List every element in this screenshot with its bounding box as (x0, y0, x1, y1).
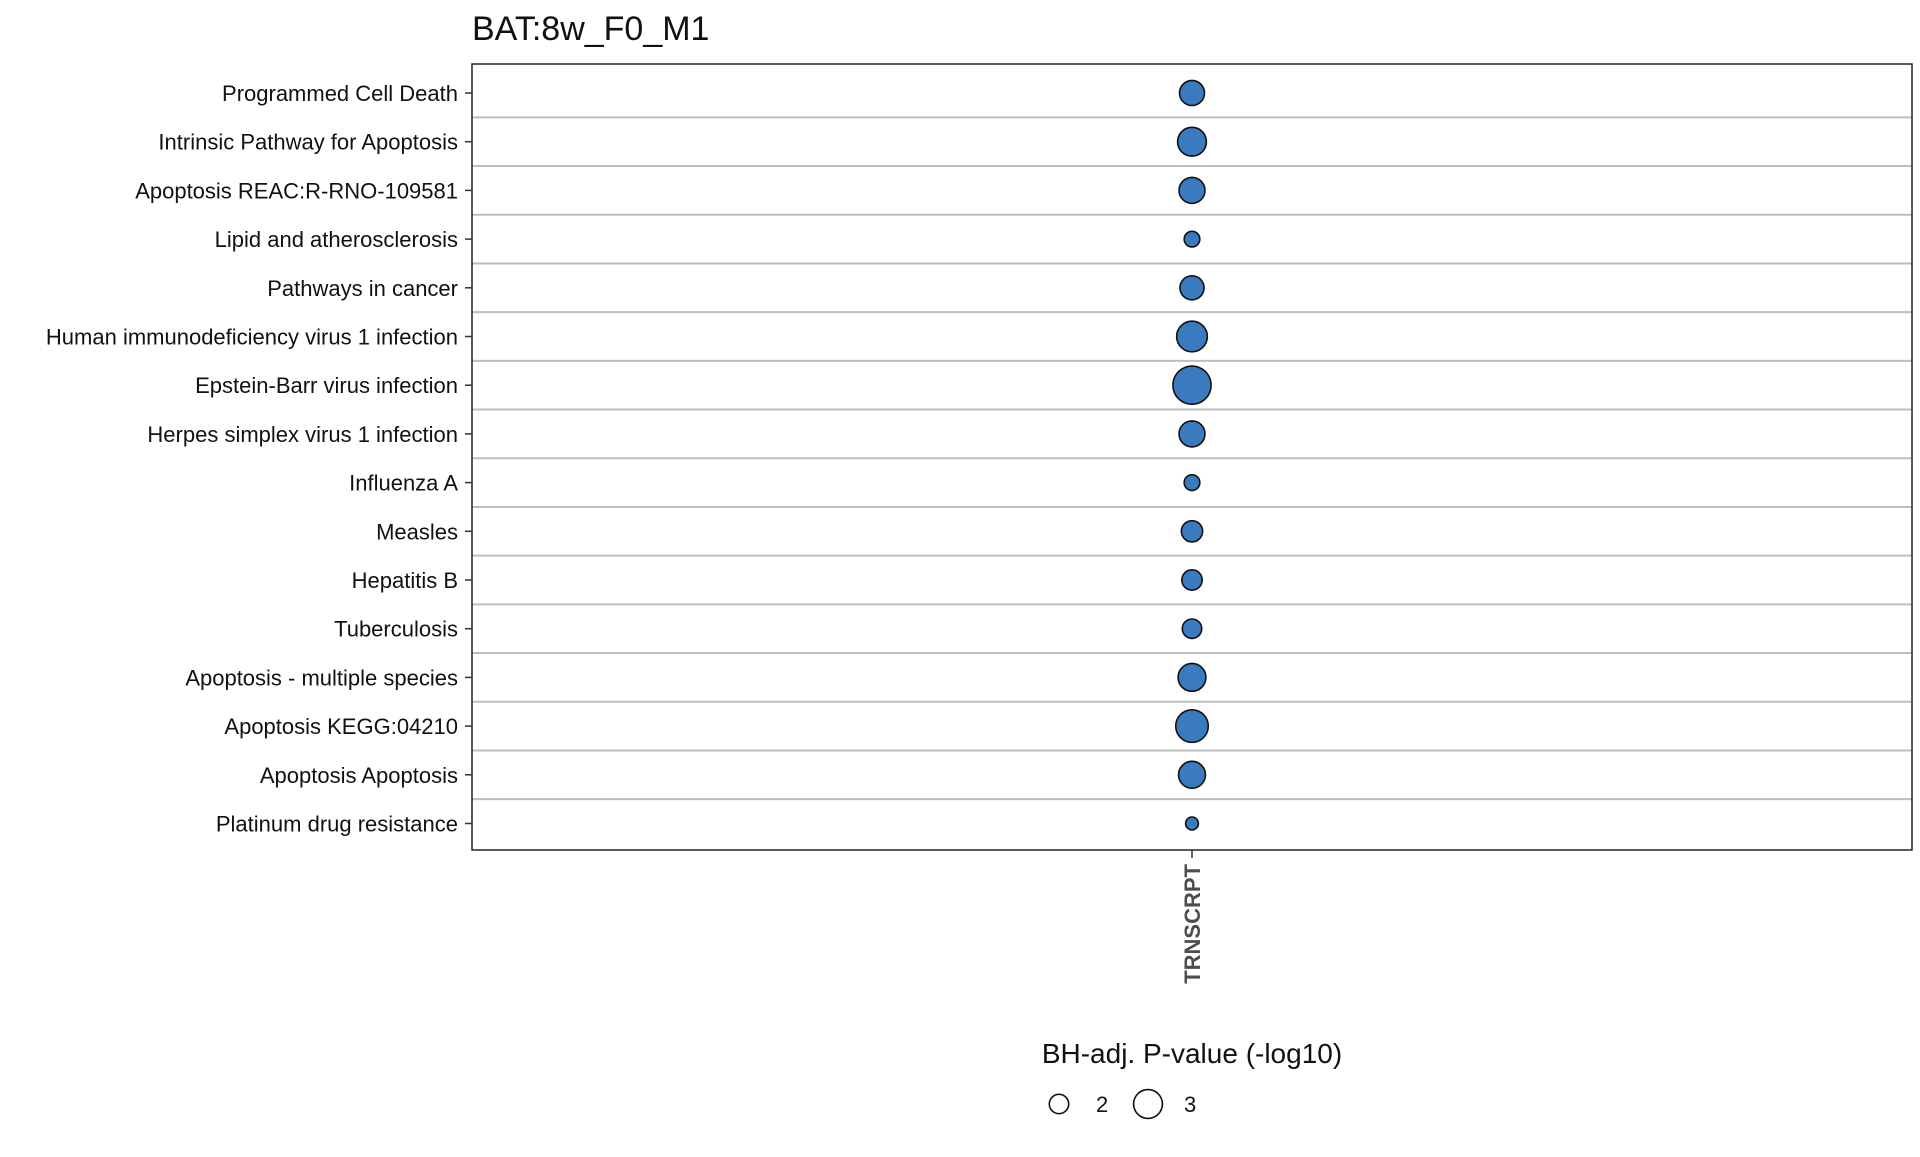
data-point (1180, 519, 1204, 543)
size-legend: BH-adj. P-value (-log10) 2 3 (1042, 1038, 1342, 1120)
legend-key-circle (1048, 1093, 1070, 1115)
data-point (1172, 365, 1212, 406)
y-tick-label: Programmed Cell Death (222, 81, 458, 106)
data-point (1183, 230, 1201, 248)
grid-lines (472, 116, 1912, 801)
data-point (1181, 569, 1203, 591)
y-tick-label: Human immunodeficiency virus 1 infection (46, 325, 458, 350)
data-point (1178, 420, 1206, 448)
data-point (1184, 816, 1200, 831)
y-tick-label: Apoptosis Apoptosis (260, 763, 458, 788)
chart-title: BAT:8w_F0_M1 (472, 10, 709, 48)
data-point (1175, 320, 1209, 353)
y-tick-label: Hepatitis B (352, 568, 458, 593)
y-tick-label: Intrinsic Pathway for Apoptosis (158, 130, 458, 155)
y-tick-label: Herpes simplex virus 1 infection (147, 422, 458, 447)
legend-title: BH-adj. P-value (-log10) (1042, 1038, 1342, 1069)
y-tick-label: Apoptosis - multiple species (185, 665, 458, 690)
data-point (1177, 662, 1207, 693)
y-tick-label: Measles (376, 519, 458, 544)
x-tick-label: TRNSCRPT (1180, 863, 1205, 983)
legend-key-circle (1132, 1088, 1164, 1120)
data-point (1178, 176, 1206, 205)
data-point (1176, 126, 1208, 157)
data-point (1174, 709, 1210, 744)
legend-key-label: 3 (1184, 1092, 1196, 1117)
data-point (1177, 760, 1207, 790)
data-points (1172, 79, 1212, 831)
y-tick-label: Pathways in cancer (267, 276, 458, 301)
y-tick-label: Platinum drug resistance (216, 812, 458, 837)
y-tick-label: Apoptosis KEGG:04210 (224, 714, 458, 739)
data-point (1178, 79, 1206, 107)
y-tick-label: Influenza A (349, 471, 458, 496)
data-point (1183, 473, 1201, 492)
y-tick-label: Apoptosis REAC:R-RNO-109581 (135, 178, 458, 203)
x-axis-labels: TRNSCRPT (1180, 850, 1205, 984)
data-point (1179, 274, 1205, 301)
data-point (1181, 618, 1203, 640)
y-tick-label: Epstein-Barr virus infection (195, 373, 458, 398)
legend-key-label: 2 (1096, 1092, 1108, 1117)
y-axis-labels: Programmed Cell Death Intrinsic Pathway f… (46, 81, 472, 837)
y-tick-label: Tuberculosis (334, 617, 458, 642)
y-tick-label: Lipid and atherosclerosis (215, 227, 458, 252)
